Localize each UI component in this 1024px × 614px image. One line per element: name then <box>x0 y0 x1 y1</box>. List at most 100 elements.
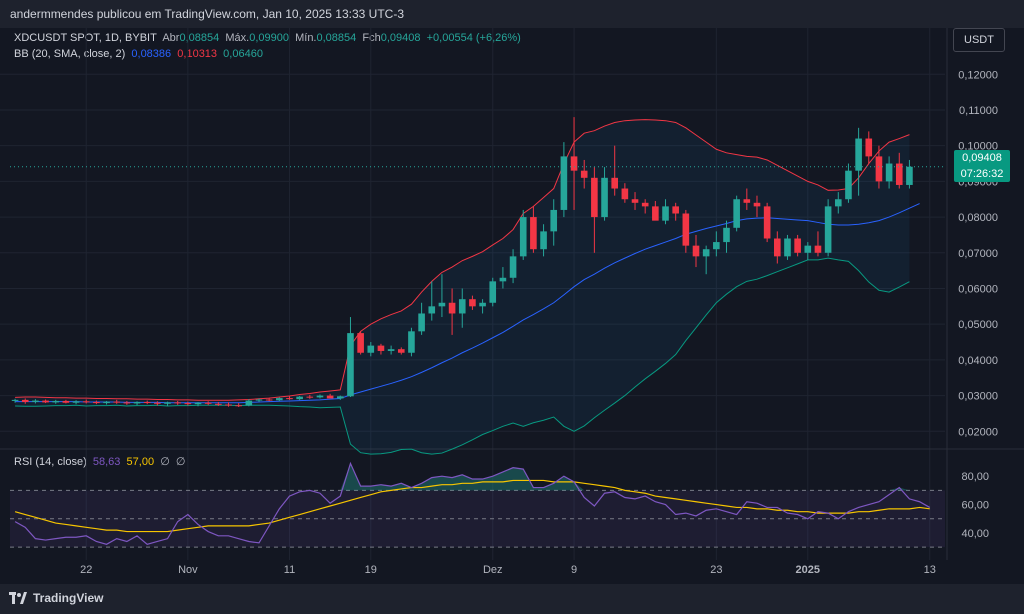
candle-body <box>418 313 425 332</box>
footer-brand: TradingView <box>33 591 104 605</box>
time-tick-label: 9 <box>571 564 577 576</box>
chart-canvas[interactable]: 0,120000,110000,100000,090000,080000,070… <box>0 0 1024 584</box>
candle-body <box>692 245 700 257</box>
candle-body <box>11 399 19 401</box>
rsi-label[interactable]: RSI (14, close) <box>14 456 87 468</box>
candle-body <box>184 403 192 405</box>
candle-body <box>804 245 812 253</box>
candle-body <box>123 402 131 404</box>
bb-band-fill <box>15 119 910 455</box>
candle-body <box>631 199 639 203</box>
candle-body <box>336 396 344 399</box>
candle-body <box>489 281 497 303</box>
price-tick-label: 0,10000 <box>958 141 998 153</box>
candle-body <box>154 402 161 404</box>
rsi-extra2: ∅ <box>175 456 186 468</box>
rsi-legend: RSI (14, close) 58,63 57,00 ∅ ∅ <box>14 455 186 468</box>
candle-body <box>204 402 212 404</box>
candle-body <box>62 400 70 403</box>
time-tick-label: 11 <box>284 564 295 576</box>
candle-body <box>763 206 771 239</box>
rsi-ma-value: 57,00 <box>126 456 155 468</box>
rsi-overbought-fill <box>15 463 930 491</box>
symbol-label[interactable]: XDCUSDT SPOT, 1D, BYBIT <box>14 32 157 44</box>
candle-body <box>326 395 334 399</box>
candle-body <box>519 217 527 257</box>
close-value: 0,09408 <box>380 32 421 44</box>
candle-body <box>865 138 873 157</box>
candle-body <box>784 238 791 257</box>
candle-body <box>164 402 171 404</box>
candle-body <box>245 400 253 406</box>
last-price-label: 0,09408 07:26:32 <box>954 150 1010 182</box>
candle-body <box>143 402 151 404</box>
candle-body <box>458 299 466 314</box>
candle-body <box>723 227 730 243</box>
candle-body <box>580 170 588 178</box>
bb-upper-line <box>15 119 910 401</box>
close-label: Fch <box>362 32 381 44</box>
candle-body <box>550 209 558 232</box>
tradingview-icon <box>9 592 27 604</box>
time-tick-label: 2025 <box>796 564 820 576</box>
rsi-tick-label: 60,00 <box>961 500 989 512</box>
rsi-extra1: ∅ <box>160 456 170 468</box>
rsi-line <box>14 461 931 545</box>
low-value: 0,08854 <box>316 32 357 44</box>
rsi-tick-label: 80,00 <box>961 471 989 483</box>
last-price-value: 0,09408 <box>962 152 1002 164</box>
candle-body <box>652 206 659 221</box>
price-tick-label: 0,08000 <box>958 212 998 224</box>
bb-label[interactable]: BB (20, SMA, close, 2) <box>14 48 126 60</box>
candle-body <box>438 302 446 307</box>
candle-body <box>672 206 679 214</box>
bb-lower-line <box>15 257 910 455</box>
candle-body <box>72 401 80 403</box>
candle-body <box>794 238 801 253</box>
currency-button[interactable]: USDT <box>953 28 1005 52</box>
candle-body <box>82 401 90 403</box>
bb-basis-value: 0,08386 <box>131 48 172 60</box>
candle-body <box>276 398 283 401</box>
open-label: Abr <box>162 32 180 44</box>
candle-body <box>377 345 385 351</box>
rsi-tick-label: 40,00 <box>961 528 989 540</box>
price-tick-label: 0,03000 <box>958 391 998 403</box>
candle-body <box>560 156 568 210</box>
bb-lower-value: 0,06460 <box>223 48 263 60</box>
candle-body <box>194 402 202 405</box>
price-tick-label: 0,06000 <box>958 283 998 295</box>
price-tick-label: 0,02000 <box>958 426 998 438</box>
candle-body <box>601 177 608 218</box>
candle-body <box>895 163 903 185</box>
candle-body <box>713 242 720 250</box>
candle-body <box>875 156 883 182</box>
open-value: 0,08854 <box>179 32 220 44</box>
price-tick-label: 0,04000 <box>958 355 998 367</box>
candle-body <box>52 400 60 403</box>
time-tick-label: 13 <box>924 564 936 576</box>
candle-body <box>225 404 232 406</box>
time-tick-label: Nov <box>178 564 198 576</box>
publisher-text: andermmendes publicou em TradingView.com… <box>10 7 405 21</box>
candle-body <box>733 199 740 228</box>
candle-body <box>296 396 303 400</box>
bb-upper-value: 0,10313 <box>177 48 218 60</box>
time-tick-label: 23 <box>710 564 722 576</box>
candle-body <box>133 402 141 404</box>
candle-body <box>682 213 690 246</box>
candle-body <box>42 400 49 403</box>
candle-body <box>306 396 314 398</box>
candle-body <box>113 401 121 403</box>
price-tick-label: 0,11000 <box>959 105 998 117</box>
candle-body <box>530 217 537 250</box>
rsi-ma-line <box>14 479 930 533</box>
candle-body <box>21 399 29 403</box>
candle-body <box>367 345 375 353</box>
candle-body <box>814 245 822 253</box>
tradingview-logo[interactable]: TradingView <box>9 591 103 605</box>
symbol-legend: XDCUSDT SPOT, 1D, BYBIT Abr0,08854 Máx.0… <box>14 32 521 44</box>
candle-body <box>824 206 832 253</box>
candle-body <box>641 202 649 207</box>
